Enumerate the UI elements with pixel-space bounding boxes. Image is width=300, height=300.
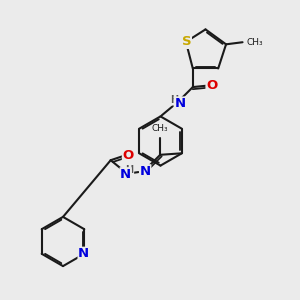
Text: N: N: [120, 168, 131, 181]
Text: S: S: [182, 35, 191, 48]
Text: H: H: [125, 165, 134, 175]
Text: H: H: [170, 95, 178, 105]
Text: CH₃: CH₃: [152, 124, 169, 133]
Text: N: N: [140, 165, 151, 178]
Text: CH₃: CH₃: [246, 38, 263, 47]
Text: O: O: [206, 79, 217, 92]
Text: O: O: [122, 149, 134, 162]
Text: N: N: [78, 247, 89, 260]
Text: N: N: [174, 97, 185, 110]
